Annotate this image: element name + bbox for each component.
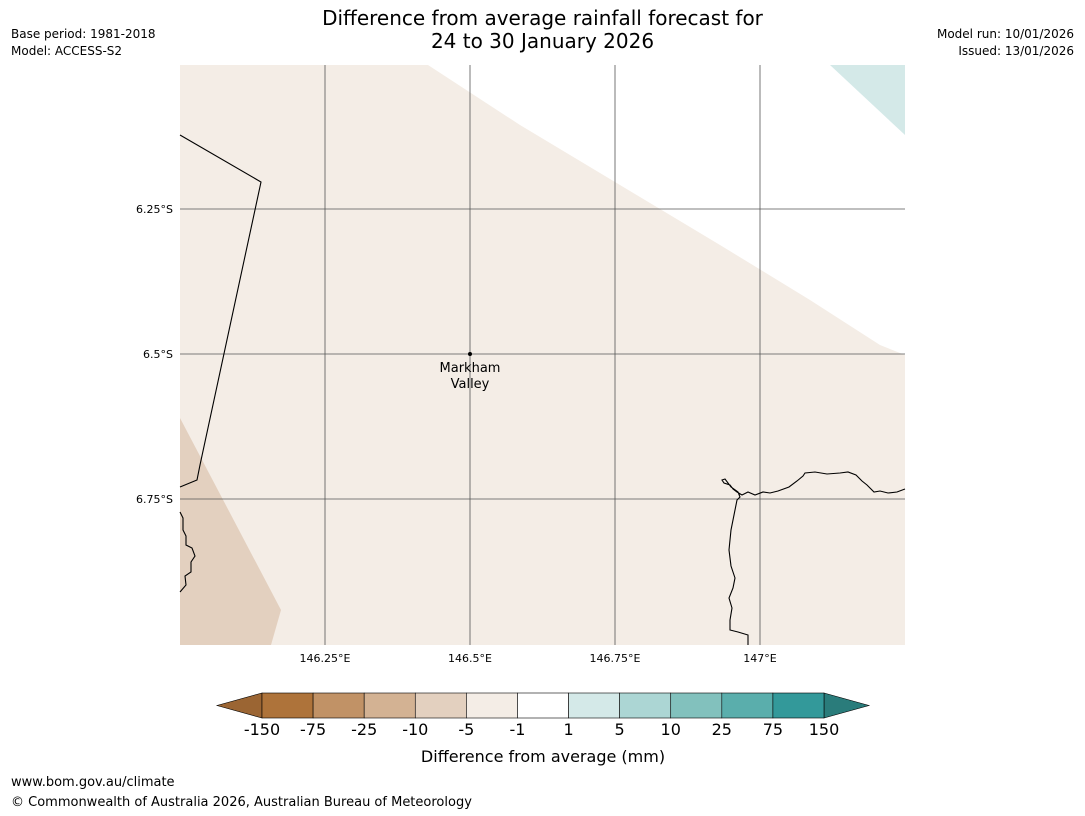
lon-label-146-5: 146.5°E	[448, 652, 492, 665]
wetter-region	[830, 65, 905, 135]
lat-label-6-25: 6.25°S	[136, 203, 173, 216]
issued-text: Issued: 13/01/2026	[958, 44, 1074, 58]
colorbar-segment	[261, 692, 314, 719]
colorbar-tick-label: -25	[351, 720, 377, 739]
colorbar-tick-label: -10	[402, 720, 428, 739]
colorbar-segment	[568, 692, 620, 719]
base-period-text: Base period: 1981-2018	[11, 27, 156, 41]
colorbar-tick-label: -75	[300, 720, 326, 739]
colorbar-tick-label: -1	[509, 720, 525, 739]
footer-copyright: © Commonwealth of Australia 2026, Austra…	[11, 795, 472, 810]
lon-label-147: 147°E	[743, 652, 776, 665]
colorbar-segment	[517, 692, 569, 719]
lon-label-146-25: 146.25°E	[300, 652, 351, 665]
colorbar-segment	[363, 692, 416, 719]
coastline-left	[179, 511, 196, 593]
colorbar-tick-label: -150	[244, 720, 280, 739]
colorbar-segment	[772, 692, 825, 719]
colorbar-segment	[670, 692, 723, 719]
gridlines	[180, 65, 905, 645]
province-boundary	[179, 134, 262, 488]
colorbar-tick-label: 150	[809, 720, 840, 739]
coastline-river	[721, 471, 906, 645]
chart-title: Difference from average rainfall forecas…	[0, 7, 1085, 53]
colorbar-tick-label: -5	[458, 720, 474, 739]
colorbar-extend-low	[215, 692, 263, 719]
longitude-labels: 146.25°E 146.5°E 146.75°E 147°E	[300, 652, 777, 665]
lon-label-146-75: 146.75°E	[590, 652, 641, 665]
model-text: Model: ACCESS-S2	[11, 44, 123, 58]
colorbar-segment	[466, 692, 518, 719]
title-line-2: 24 to 30 January 2026	[430, 29, 655, 53]
place-marker-dot	[468, 352, 472, 356]
colorbar-segment	[619, 692, 672, 719]
no-change-region	[428, 65, 905, 355]
lat-label-6-75: 6.75°S	[136, 493, 173, 506]
colorbar-segment	[312, 692, 365, 719]
colorbar-segment	[414, 692, 467, 719]
meta-right: Model run: 10/01/2026 Issued: 13/01/2026	[937, 26, 1074, 60]
drier-region	[180, 418, 281, 645]
colorbar-label: Difference from average (mm)	[421, 747, 665, 766]
title-line-1: Difference from average rainfall forecas…	[322, 6, 763, 30]
colorbar: -150 -75 -25 -10 -5 -1 1 5 10 25 75 150 Difference …	[215, 692, 871, 766]
colorbar-tick-label: 25	[712, 720, 732, 739]
latitude-labels: 6.25°S 6.5°S 6.75°S	[136, 203, 173, 506]
colorbar-tick-label: 10	[661, 720, 681, 739]
model-run-text: Model run: 10/01/2026	[936, 27, 1074, 41]
colorbar-tick-label: 1	[563, 720, 573, 739]
colorbar-tick-label: 75	[763, 720, 783, 739]
meta-left: Base period: 1981-2018 Model: ACCESS-S2	[11, 26, 156, 60]
colorbar-ticks: -150 -75 -25 -10 -5 -1 1 5 10 25 75 150	[244, 720, 839, 739]
colorbar-segments	[261, 692, 825, 719]
footer-url[interactable]: www.bom.gov.au/climate	[11, 775, 175, 790]
colorbar-segment	[721, 692, 774, 719]
place-label-line-2: Valley	[451, 377, 490, 392]
map-area: Markham Valley	[179, 65, 906, 645]
place-label-line-1: Markham	[440, 361, 501, 376]
colorbar-extend-high	[823, 692, 871, 719]
colorbar-tick-label: 5	[615, 720, 625, 739]
lat-label-6-5: 6.5°S	[143, 348, 173, 361]
